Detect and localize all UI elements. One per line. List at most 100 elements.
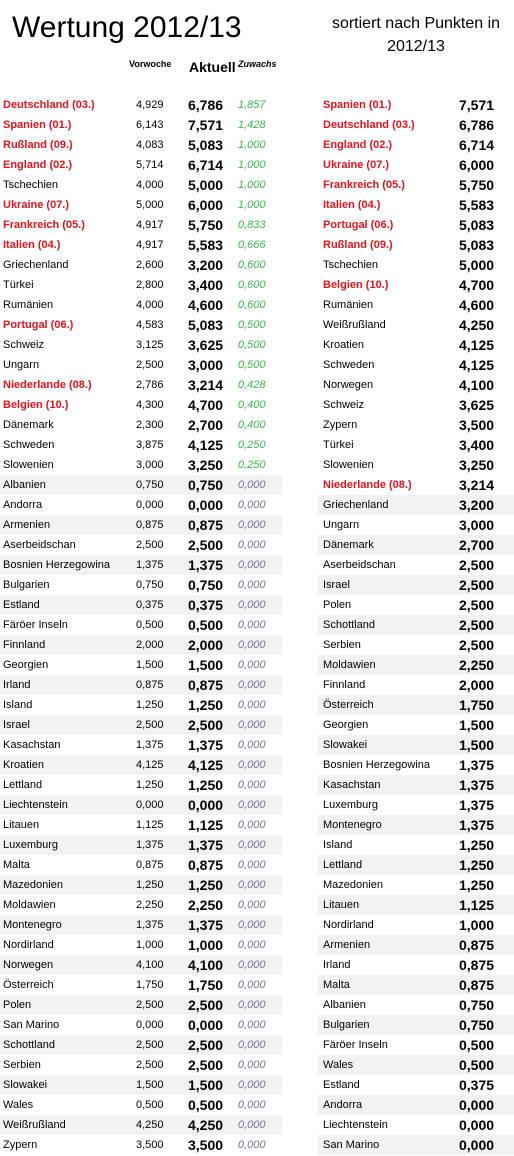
increase-value: 0,000 [238, 539, 266, 551]
current-value: 0,875 [188, 517, 224, 533]
country-name: Belgien (10.) [3, 399, 69, 411]
current-value: 2,700 [188, 417, 224, 433]
table-row: Kasachstan 1,375 1,375 0,000 [0, 735, 282, 755]
country-name: Polen [323, 599, 352, 611]
table-row: Rußland (09.) 4,083 5,083 1,000 [0, 135, 282, 155]
current-value: 0,500 [188, 617, 224, 633]
country-name: Griechenland [323, 499, 389, 511]
table-row: Spanien (01.) 7,571 [318, 95, 514, 115]
table-row: Georgien 1,500 [318, 715, 514, 735]
points-value: 5,750 [459, 177, 495, 193]
table-row: Zypern 3,500 3,500 0,000 [0, 1135, 282, 1155]
table-row: England (02.) 6,714 [318, 135, 514, 155]
country-name: Bulgarien [323, 1019, 370, 1031]
table-row: Armenien 0,875 [318, 935, 514, 955]
current-value: 4,250 [188, 1117, 224, 1133]
previous-week-value: 0,000 [136, 499, 164, 511]
current-value: 0,875 [188, 857, 224, 873]
country-name: Finnland [323, 679, 366, 691]
current-value: 1,375 [188, 737, 224, 753]
table-row: Bulgarien 0,750 0,750 0,000 [0, 575, 282, 595]
previous-week-value: 2,000 [136, 639, 164, 651]
table-row: Malta 0,875 0,875 0,000 [0, 855, 282, 875]
country-name: England (02.) [323, 139, 393, 151]
previous-week-value: 1,375 [136, 919, 164, 931]
table-row: Zypern 3,500 [318, 415, 514, 435]
increase-value: 1,000 [238, 159, 266, 171]
points-value: 0,500 [459, 1037, 495, 1053]
previous-week-value: 1,750 [136, 979, 164, 991]
country-name: Färöer Inseln [323, 1039, 388, 1051]
country-name: Kroatien [323, 339, 364, 351]
country-name: Kasachstan [323, 779, 381, 791]
current-value: 3,000 [188, 357, 224, 373]
country-name: Österreich [323, 699, 374, 711]
table-row: Frankreich (05.) 5,750 [318, 175, 514, 195]
country-name: Ungarn [323, 519, 360, 531]
table-row: Färöer Inseln 0,500 [318, 1035, 514, 1055]
table-row: Kroatien 4,125 4,125 0,000 [0, 755, 282, 775]
current-value: 1,500 [188, 1077, 224, 1093]
current-value: 2,500 [188, 717, 224, 733]
country-name: Slowakei [3, 1079, 48, 1091]
country-name: San Marino [3, 1019, 60, 1031]
points-value: 5,083 [459, 237, 495, 253]
previous-week-value: 6,143 [136, 119, 164, 131]
current-value: 0,500 [188, 1097, 224, 1113]
previous-week-value: 2,500 [136, 359, 164, 371]
country-name: Schweiz [323, 399, 364, 411]
current-value: 2,500 [188, 1037, 224, 1053]
current-value: 4,100 [188, 957, 224, 973]
increase-value: 0,000 [238, 739, 266, 751]
table-row: Frankreich (05.) 4,917 5,750 0,833 [0, 215, 282, 235]
current-value: 0,750 [188, 477, 224, 493]
table-row: Slowakei 1,500 [318, 735, 514, 755]
points-value: 1,000 [459, 917, 495, 933]
country-name: Nordirland [3, 939, 54, 951]
points-value: 3,200 [459, 497, 495, 513]
current-value: 3,250 [188, 457, 224, 473]
current-value: 1,375 [188, 917, 224, 933]
table-row: Aserbeidschan 2,500 2,500 0,000 [0, 535, 282, 555]
country-name: Schottland [3, 1039, 55, 1051]
table-row: Österreich 1,750 [318, 695, 514, 715]
country-name: Mazedonien [323, 879, 383, 891]
table-row: England (02.) 5,714 6,714 1,000 [0, 155, 282, 175]
points-value: 6,000 [459, 157, 495, 173]
increase-value: 0,000 [238, 919, 266, 931]
country-name: Zypern [3, 1139, 38, 1151]
increase-value: 1,857 [238, 99, 266, 111]
table-row: Slowenien 3,250 [318, 455, 514, 475]
increase-value: 0,000 [238, 479, 266, 491]
country-name: Portugal (06.) [323, 219, 394, 231]
country-name: Montenegro [323, 819, 382, 831]
table-row: Österreich 1,750 1,750 0,000 [0, 975, 282, 995]
country-name: Frankreich (05.) [3, 219, 85, 231]
increase-value: 0,000 [238, 1119, 266, 1131]
previous-week-value: 1,500 [136, 1079, 164, 1091]
country-name: Polen [3, 999, 32, 1011]
country-name: Dänemark [3, 419, 54, 431]
table-row: Niederlande (08.) 3,214 [318, 475, 514, 495]
increase-value: 0,250 [238, 459, 266, 471]
previous-week-value: 4,000 [136, 179, 164, 191]
table-row: Schweiz 3,125 3,625 0,500 [0, 335, 282, 355]
previous-week-value: 4,083 [136, 139, 164, 151]
previous-week-value: 3,000 [136, 459, 164, 471]
previous-week-value: 4,250 [136, 1119, 164, 1131]
previous-week-value: 1,375 [136, 739, 164, 751]
increase-value: 0,000 [238, 1099, 266, 1111]
country-name: Norwegen [3, 959, 54, 971]
increase-value: 0,000 [238, 1019, 266, 1031]
current-value: 4,700 [188, 397, 224, 413]
previous-week-value: 0,875 [136, 679, 164, 691]
increase-value: 0,500 [238, 339, 266, 351]
previous-week-value: 4,100 [136, 959, 164, 971]
subtitle-line-2: 2012/13 [387, 38, 445, 55]
previous-week-value: 1,375 [136, 559, 164, 571]
country-name: Irland [3, 679, 31, 691]
country-name: Ukraine (07.) [323, 159, 390, 171]
table-row: Malta 0,875 [318, 975, 514, 995]
points-value: 1,375 [459, 757, 495, 773]
table-row: Lettland 1,250 1,250 0,000 [0, 775, 282, 795]
